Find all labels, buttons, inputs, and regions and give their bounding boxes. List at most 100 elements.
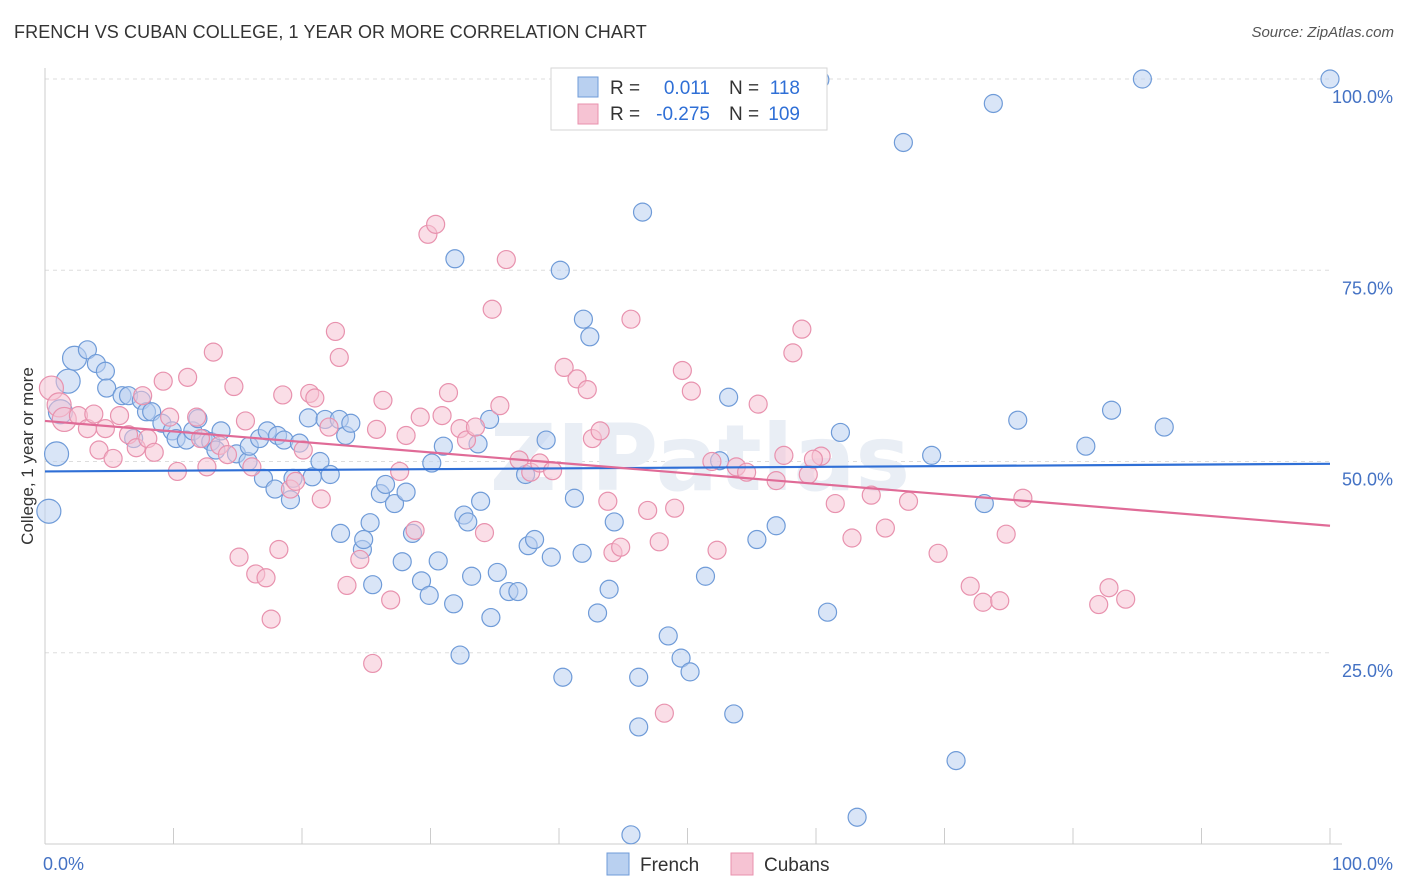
trend-lines (44, 419, 1331, 527)
cubans-point-8 (103, 448, 123, 469)
cubans-point-63 (496, 249, 516, 270)
french-point-58 (422, 453, 442, 473)
y-axis-label: College, 1 year or more (18, 367, 37, 545)
french-bottom-swatch (606, 852, 630, 876)
cubans-r-label: R = (610, 104, 640, 125)
french-point-85 (587, 603, 608, 623)
cubans-point-56 (438, 383, 459, 403)
cubans-point-73 (598, 491, 618, 511)
french-point-54 (396, 482, 416, 502)
y-tick-label-3: 100.0% (1332, 87, 1393, 107)
tick-labels: 25.0% 50.0% 75.0% 100.0% 0.0% 100.0% (43, 87, 1393, 874)
chart-title: FRENCH VS CUBAN COLLEGE, 1 YEAR OR MORE … (14, 22, 647, 42)
cubans-point-25 (224, 376, 244, 397)
french-point-60 (433, 436, 453, 456)
french-point-91 (658, 626, 678, 646)
cubans-point-59 (465, 417, 486, 437)
cubans-point-45 (363, 653, 383, 674)
cubans-point-70 (577, 379, 597, 400)
french-point-43 (330, 523, 351, 544)
french-point-99 (766, 516, 786, 536)
french-point-101 (817, 602, 838, 622)
french-point-79 (550, 260, 570, 280)
french-point-65 (458, 512, 478, 532)
cubans-point-99 (928, 543, 948, 563)
cubans-point-12 (133, 386, 153, 406)
french-point-0 (36, 498, 62, 524)
x-tick-label-1: 100.0% (1332, 854, 1393, 874)
french-n-value: 118 (770, 78, 800, 99)
french-point-77 (536, 430, 556, 450)
cubans-point-9 (109, 406, 130, 426)
cubans-bottom-swatch (730, 852, 754, 876)
cubans-point-51 (405, 520, 425, 540)
french-point-92 (671, 648, 691, 668)
cubans-point-36 (293, 440, 313, 460)
french-n-label: N = (729, 78, 759, 99)
cubans-point-6 (89, 440, 109, 460)
watermark: ZIPatlas (490, 405, 910, 512)
cubans-point-108 (803, 449, 824, 469)
cubans-point-50 (396, 425, 416, 446)
french-r-value: 0.011 (664, 78, 710, 99)
french-point-83 (573, 309, 594, 329)
cubans-point-47 (373, 390, 393, 410)
cubans-point-27 (235, 411, 256, 431)
y-tick-label-0: 25.0% (1342, 661, 1393, 681)
cubans-point-106 (1099, 578, 1119, 598)
french-point-59 (428, 551, 448, 571)
french-point-94 (695, 566, 716, 586)
cubans-point-43 (337, 575, 357, 596)
french-point-114 (1320, 69, 1340, 89)
cubans-point-44 (350, 549, 370, 570)
french-point-88 (629, 717, 649, 737)
cubans-point-31 (261, 609, 281, 629)
cubans-point-35 (285, 471, 306, 491)
cubans-point-32 (269, 539, 289, 560)
french-point-45 (341, 413, 361, 433)
french-point-71 (487, 562, 507, 583)
cubans-n-value: 109 (768, 104, 800, 125)
cubans-point-78 (649, 532, 669, 552)
french-point-103 (847, 807, 867, 827)
cubans-point-15 (153, 371, 173, 391)
french-point-97 (724, 704, 744, 724)
french-point-104 (893, 132, 913, 153)
french-point-111 (1101, 400, 1122, 420)
cubans-point-49 (390, 461, 410, 482)
french-point-98 (747, 529, 767, 550)
french-point-53 (392, 552, 412, 572)
french-point-93 (680, 662, 700, 682)
french-point-1 (43, 441, 70, 467)
french-point-37 (298, 408, 319, 428)
bottom-legend: French Cubans (606, 852, 830, 876)
cubans-point-72 (590, 421, 610, 441)
cubans-point-68 (554, 357, 574, 378)
cubans-point-103 (996, 524, 1016, 544)
legend: R = 0.011 N = 118 R = -0.275 N = 109 (550, 67, 828, 131)
french-point-78 (541, 547, 561, 567)
cubans-point-42 (329, 347, 349, 368)
french-point-49 (363, 575, 383, 595)
cubans-point-84 (707, 540, 727, 560)
cubans-point-54 (426, 214, 446, 234)
cubans-point-28 (242, 457, 262, 477)
french-point-70 (481, 607, 501, 628)
cubans-point-41 (325, 321, 346, 342)
source-credit: Source: ZipAtlas.com (1251, 24, 1394, 41)
french-point-63 (450, 645, 470, 665)
french-point-66 (462, 566, 482, 586)
cubans-point-33 (273, 385, 293, 405)
french-point-113 (1154, 417, 1174, 437)
x-tick-label-0: 0.0% (43, 854, 84, 874)
french-point-112 (1132, 69, 1152, 89)
cubans-point-95 (842, 528, 862, 548)
french-point-89 (629, 667, 649, 687)
french-point-5 (77, 340, 98, 360)
french-point-102 (830, 422, 851, 443)
cubans-trend-line (44, 419, 1331, 527)
cubans-point-21 (197, 457, 217, 477)
cubans-point-75 (611, 537, 631, 557)
french-point-110 (1076, 436, 1096, 456)
french-point-80 (553, 667, 573, 687)
